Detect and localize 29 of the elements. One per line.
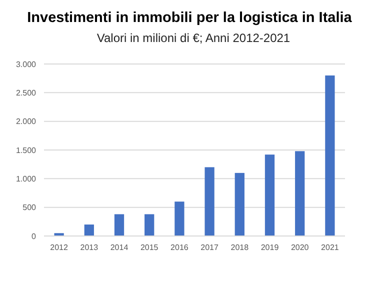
- bar: [264, 154, 275, 236]
- bar: [234, 172, 244, 236]
- x-tick-label: 2012: [50, 243, 68, 252]
- y-tick-label: 3.000: [16, 60, 37, 69]
- x-tick-label: 2018: [230, 243, 250, 252]
- x-tick-label: 2014: [110, 243, 129, 252]
- x-tick-label: 2017: [200, 243, 219, 252]
- bar: [204, 167, 214, 236]
- bar: [174, 202, 184, 236]
- y-tick-label: 1.500: [16, 146, 37, 155]
- y-tick-label: 1.000: [16, 174, 37, 184]
- bar: [295, 151, 305, 236]
- x-tick-label: 2015: [140, 243, 159, 252]
- bar: [84, 224, 94, 236]
- bar: [325, 75, 335, 236]
- y-tick-label: 0: [32, 232, 37, 241]
- y-tick-label: 2.500: [16, 88, 37, 98]
- x-tick-label: 2020: [290, 243, 310, 252]
- chart-title: Investimenti in immobili per la logistica in Italia: [27, 10, 353, 26]
- x-tick-label: 2013: [80, 243, 99, 252]
- bar: [144, 214, 154, 236]
- y-tick-label: 2.000: [16, 117, 37, 126]
- bar: [54, 233, 64, 236]
- x-tick-label: 2019: [260, 243, 280, 252]
- bar: [114, 214, 124, 236]
- y-tick-label: 500: [22, 203, 37, 212]
- chart-subtitle: Valori in milioni di €; Anni 2012-2021: [96, 31, 290, 45]
- x-tick-label: 2016: [170, 243, 189, 252]
- x-tick-label: 2021: [321, 243, 340, 252]
